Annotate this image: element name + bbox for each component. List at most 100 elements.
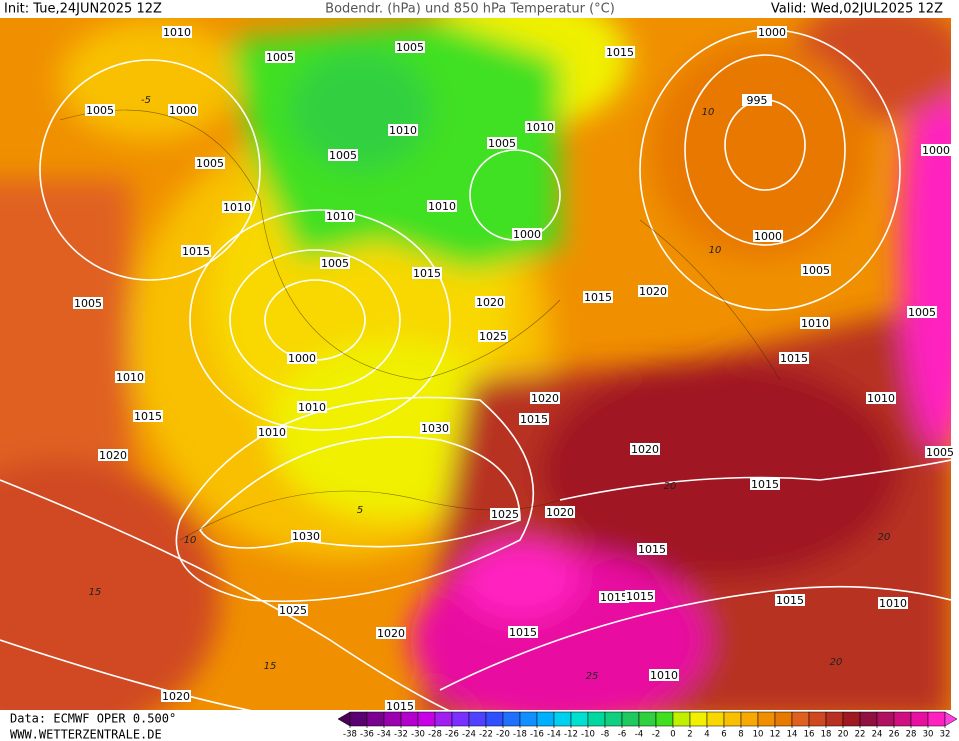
colorbar-segment [825, 711, 844, 727]
isobar-label-box [583, 291, 613, 303]
isobar-label-box [320, 257, 350, 269]
valid-time: Valid: Wed,02JUL2025 12Z [771, 2, 943, 17]
isobar-label: 1010 [389, 124, 417, 137]
colorbar-tick-label: -14 [547, 730, 561, 740]
isobar-label: 1020 [377, 627, 405, 640]
colorbar-tick-label: 10 [753, 730, 764, 740]
isobar-label: 1020 [531, 392, 559, 405]
isobar-label: 1015 [413, 267, 441, 280]
colorbar-tick-label: 28 [906, 730, 917, 740]
colorbar-tick-label: 8 [738, 730, 743, 740]
data-source: Data: ECMWF OPER 0.500° [10, 712, 176, 726]
isobar-label-box [779, 352, 809, 364]
colorbar-segment [451, 711, 470, 727]
isobar-label: 1020 [162, 690, 190, 703]
colorbar-tick-label: -10 [581, 730, 595, 740]
isobar-label-box [866, 392, 896, 404]
isobar-label-box [530, 392, 560, 404]
temperature-label: 15 [89, 587, 102, 598]
isobar-label-box [395, 41, 425, 53]
temperature-label: 15 [264, 661, 277, 672]
isobar-label: 1010 [801, 317, 829, 330]
temperature-label: 5 [357, 505, 363, 516]
colorbar-segment [519, 711, 538, 727]
isobar-label: 1025 [479, 330, 507, 343]
colorbar-segment [349, 711, 368, 727]
isobar-label-box [638, 285, 668, 297]
colorbar-tick-label: 32 [940, 730, 951, 740]
isobar-label: 1005 [926, 446, 954, 459]
colorbar-segment [587, 711, 606, 727]
colorbar-segment [604, 711, 623, 727]
isobar-label-box [257, 426, 287, 438]
isobar-label: 1005 [321, 257, 349, 270]
colorbar-tick-label: -6 [618, 730, 626, 740]
colorbar-tick-label: 4 [704, 730, 709, 740]
colorbar-segment [417, 711, 436, 727]
isobar-label-box [291, 530, 321, 542]
colorbar-tick-label: -2 [652, 730, 660, 740]
isobar-label-box [328, 149, 358, 161]
colorbar-segment [638, 711, 657, 727]
isobar-label: 1015 [509, 626, 537, 639]
colorbar-tick-label: 2 [687, 730, 692, 740]
colorbar-segment [808, 711, 827, 727]
isobar-label-box [921, 144, 951, 156]
isobar-label: 1010 [116, 371, 144, 384]
colorbar-tick-label: -30 [411, 730, 425, 740]
isobar-label: 1005 [908, 306, 936, 319]
isobar-label: 1005 [329, 149, 357, 162]
colorbar-segment [876, 711, 895, 727]
colorbar-tick-label: -36 [360, 730, 374, 740]
isobar-label: 1015 [134, 410, 162, 423]
isobar-label: 1000 [754, 230, 782, 243]
colorbar-segment [842, 711, 861, 727]
isobar-label-box [161, 690, 191, 702]
colorbar-segment [706, 711, 725, 727]
colorbar-tick-label: -38 [343, 730, 357, 740]
colorbar-tick-label: 26 [889, 730, 900, 740]
isobar-label-box [162, 26, 192, 38]
colorbar-segment [383, 711, 402, 727]
temperature-label: 20 [830, 657, 843, 668]
map-title: Bodendr. (hPa) und 850 hPa Temperatur (°… [325, 2, 615, 17]
colorbar-segment [689, 711, 708, 727]
isobar-label-box [487, 137, 517, 149]
isobar-label-box [750, 478, 780, 490]
isobar-label-box [630, 443, 660, 455]
colorbar-tick-label: -24 [462, 730, 476, 740]
temperature-label: 20 [878, 532, 891, 543]
isobar-label-box [133, 410, 163, 422]
colorbar-segment [553, 711, 572, 727]
colorbar-tick-label: -18 [513, 730, 527, 740]
isobar-label: 1000 [169, 104, 197, 117]
isobar-label: 1030 [421, 422, 449, 435]
isobar-label: 1020 [631, 443, 659, 456]
isobar-label-box [168, 104, 198, 116]
colorbar-tick-label: 24 [872, 730, 883, 740]
colorbar-tick-label: 22 [855, 730, 866, 740]
isobar-label: 1005 [74, 297, 102, 310]
isobar-label: 1000 [758, 26, 786, 39]
colorbar-segment [366, 711, 385, 727]
isobar-label-box [376, 627, 406, 639]
temperature-label: 10 [184, 535, 197, 546]
isobar-label: 1010 [428, 200, 456, 213]
isobar-label-box [800, 317, 830, 329]
colorbar-tick-label: 6 [721, 730, 726, 740]
colorbar-segment [723, 711, 742, 727]
colorbar-tick-label: 12 [770, 730, 781, 740]
colorbar-tick-label: -20 [496, 730, 510, 740]
temperature-label: 10 [702, 107, 715, 118]
isobar-label-box [115, 371, 145, 383]
temperature-label: -5 [141, 95, 151, 106]
isobar-label: 1010 [163, 26, 191, 39]
isobar-label: 1020 [99, 449, 127, 462]
temperature-label: 20 [664, 481, 677, 492]
colorbar-segment [740, 711, 759, 727]
colorbar-segment [757, 711, 776, 727]
colorbar-tick-label: -12 [564, 730, 578, 740]
isobar-label: 1010 [258, 426, 286, 439]
